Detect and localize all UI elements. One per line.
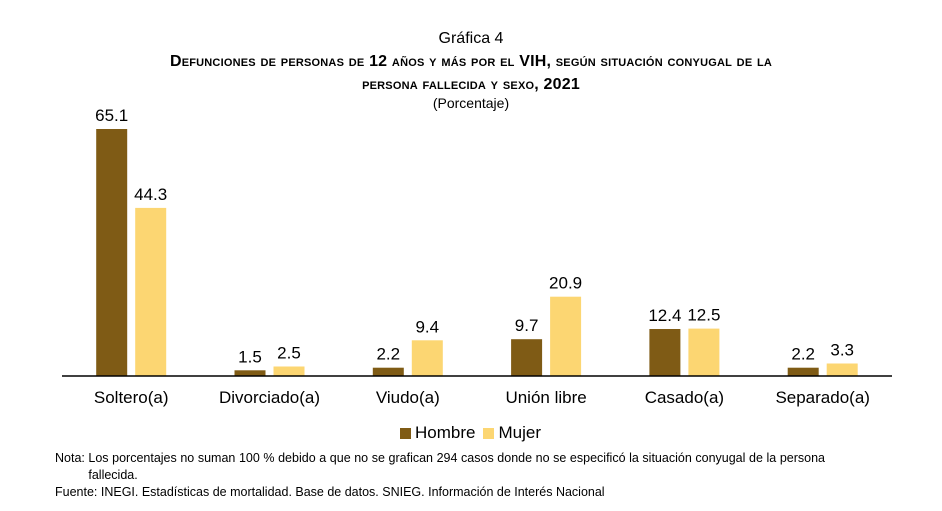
- data-label-mujer-union-libre: 20.9: [549, 274, 582, 293]
- data-label-hombre-casado-a: 12.4: [648, 306, 681, 325]
- data-label-mujer-divorciado-a: 2.5: [277, 344, 301, 363]
- category-label-viudo-a: Viudo(a): [376, 388, 440, 407]
- legend-item-mujer: Mujer: [483, 423, 541, 443]
- legend-item-hombre: Hombre: [400, 423, 475, 443]
- bar-hombre-casado-a: [649, 329, 681, 376]
- category-label-union-libre: Unión libre: [505, 388, 586, 407]
- category-label-casado-a: Casado(a): [645, 388, 724, 407]
- data-label-hombre-viudo-a: 2.2: [376, 345, 400, 364]
- chart-title-line1: Defunciones de personas de 12 años y más…: [169, 53, 773, 70]
- bars-layer: [96, 129, 858, 376]
- legend-swatch-mujer: [483, 427, 495, 439]
- category-label-separado-a: Separado(a): [775, 388, 870, 407]
- data-label-hombre-divorciado-a: 1.5: [238, 347, 262, 366]
- legend-label-hombre: Hombre: [415, 423, 476, 442]
- data-label-mujer-casado-a: 12.5: [687, 306, 720, 325]
- bar-mujer-union-libre: [550, 296, 582, 376]
- bar-hombre-separado-a: [787, 367, 819, 376]
- category-label-soltero-a: Soltero(a): [94, 388, 169, 407]
- chart-label: Gráfica 4: [438, 30, 504, 47]
- data-label-hombre-separado-a: 2.2: [791, 345, 815, 364]
- chart-title-line2: persona fallecida y sexo, 2021: [362, 76, 580, 93]
- value-labels-layer: 65.1 44.3 1.5 2.5 2.2 9.4 9.7 20.9 12.4 12.5 2.2 3.…: [95, 106, 854, 366]
- data-label-mujer-soltero-a: 44.3: [134, 185, 167, 204]
- chart-title: Defunciones de personas de 12 años y más…: [0, 50, 942, 96]
- data-label-mujer-separado-a: 3.3: [830, 341, 854, 360]
- note-text: Los porcentajes no suman 100 % debido a …: [88, 451, 825, 482]
- data-label-mujer-viudo-a: 9.4: [415, 317, 439, 336]
- legend: Hombre Mujer: [400, 423, 549, 443]
- chart-subtitle: (Porcentaje): [432, 95, 510, 111]
- bar-hombre-union-libre: [511, 339, 543, 376]
- bar-chart: 65.1 44.3 1.5 2.5 2.2 9.4 9.7 20.9 12.4 12.5 2.2 3.…: [62, 106, 892, 407]
- bar-mujer-divorciado-a: [273, 366, 305, 376]
- bar-mujer-soltero-a: [135, 207, 167, 376]
- bar-mujer-casado-a: [688, 328, 720, 376]
- legend-label-mujer: Mujer: [498, 423, 541, 442]
- source-note: Fuente: INEGI. Estadísticas de mortalida…: [55, 485, 605, 499]
- bar-hombre-divorciado-a: [234, 370, 266, 376]
- legend-swatch-hombre: [400, 427, 411, 439]
- data-label-hombre-soltero-a: 65.1: [95, 106, 128, 125]
- category-labels-layer: Soltero(a) Divorciado(a) Viudo(a) Unión lib…: [94, 388, 870, 407]
- notes: Nota: Los porcentajes no suman 100 % deb…: [55, 450, 825, 501]
- category-label-divorciado-a: Divorciado(a): [219, 388, 320, 407]
- bar-mujer-separado-a: [826, 363, 858, 376]
- bar-hombre-viudo-a: [372, 367, 404, 376]
- bar-mujer-viudo-a: [411, 340, 443, 376]
- data-label-hombre-union-libre: 9.7: [515, 316, 539, 335]
- note-label: Nota:: [55, 451, 85, 465]
- note: Nota: Los porcentajes no suman 100 % deb…: [55, 450, 825, 484]
- bar-hombre-soltero-a: [96, 129, 128, 376]
